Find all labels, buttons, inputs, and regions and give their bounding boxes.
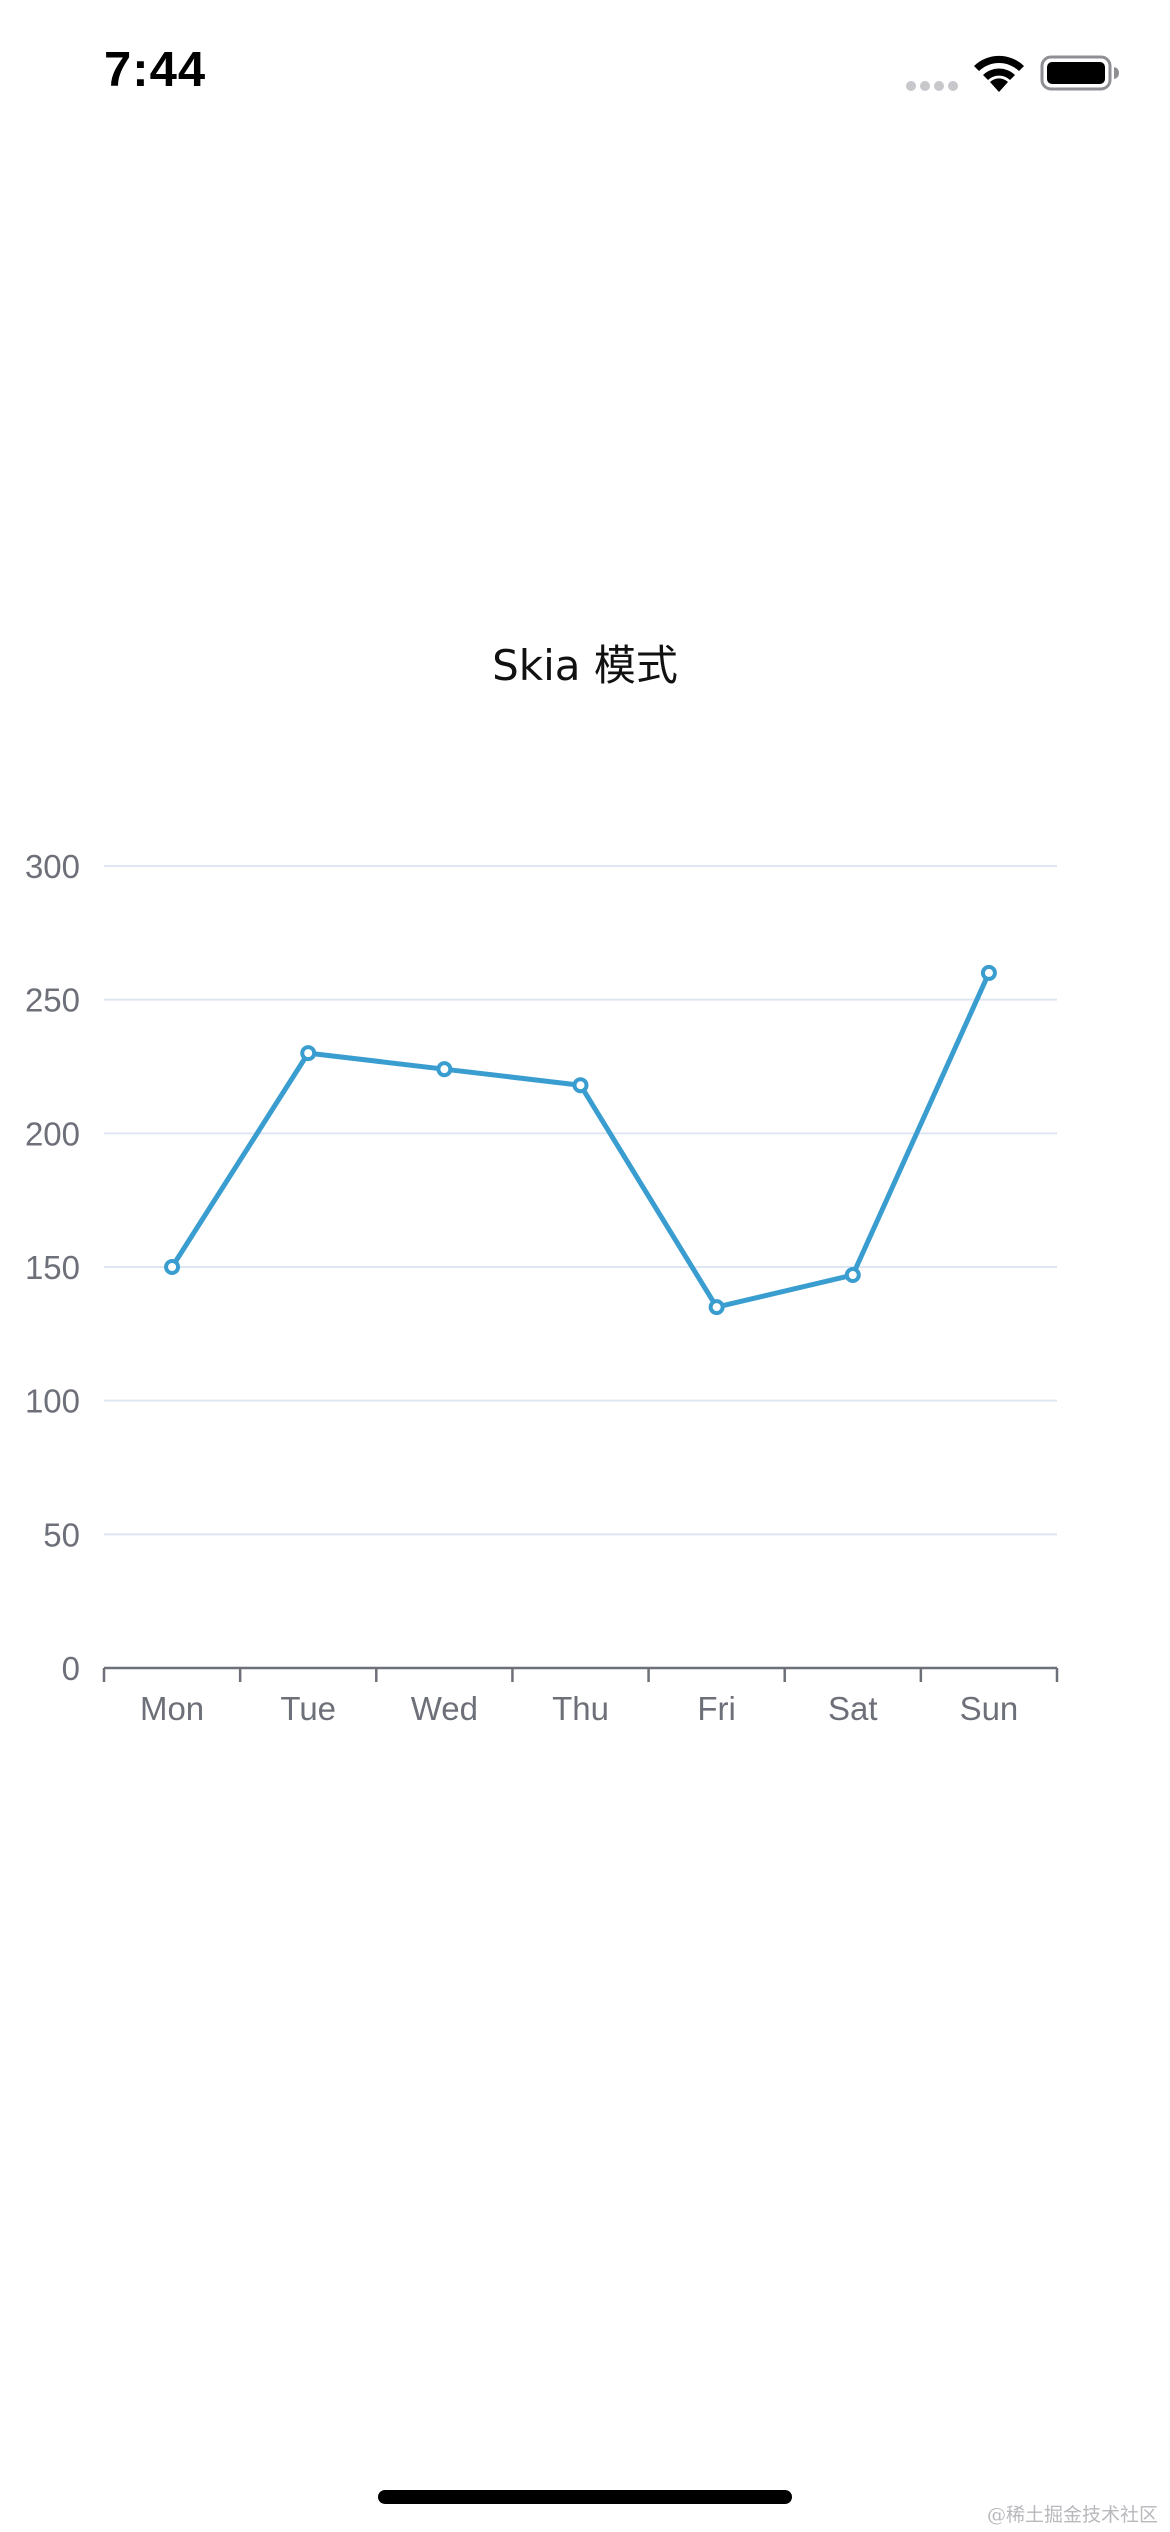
data-point [300,1045,317,1062]
data-point [436,1061,453,1078]
data-point [708,1299,725,1316]
x-tick-label: Wed [411,1690,478,1727]
data-point [572,1077,589,1094]
line-chart: 0 50 100 150 200 250 300 Mon Tue Wed Thu Fri Sat Sun [0,820,1170,1770]
series-line [169,970,992,1310]
y-tick-label: 0 [62,1650,80,1687]
status-time: 7:44 [104,43,207,97]
x-tick-label: Fri [697,1690,735,1727]
status-bar: 7:44 [0,0,1170,150]
x-tick-label: Tue [280,1690,336,1727]
y-tick-label: 150 [25,1249,80,1286]
y-tick-label: 50 [43,1516,80,1553]
battery-icon [1040,55,1119,91]
x-tick-label: Thu [552,1690,609,1727]
x-tick-label: Sat [828,1690,878,1727]
data-point [980,964,997,981]
data-point [164,1259,181,1275]
y-tick-label: 200 [25,1115,80,1152]
watermark: @稀土掘金技术社区 [986,2504,1158,2526]
home-indicator[interactable] [378,2490,792,2504]
x-tick-label: Sun [960,1690,1019,1727]
x-tick-label: Mon [140,1690,204,1727]
y-tick-label: 100 [25,1383,80,1420]
y-tick-label: 300 [25,848,80,885]
y-tick-label: 250 [25,982,80,1019]
chart-canvas: 0 50 100 150 200 250 300 Mon Tue Wed Thu Fri Sat Sun [25,848,1059,1727]
data-point [844,1267,861,1284]
cellular-signal-icon [906,81,958,91]
page-title: Skia 模式 [492,641,678,690]
wifi-icon [974,55,1024,92]
